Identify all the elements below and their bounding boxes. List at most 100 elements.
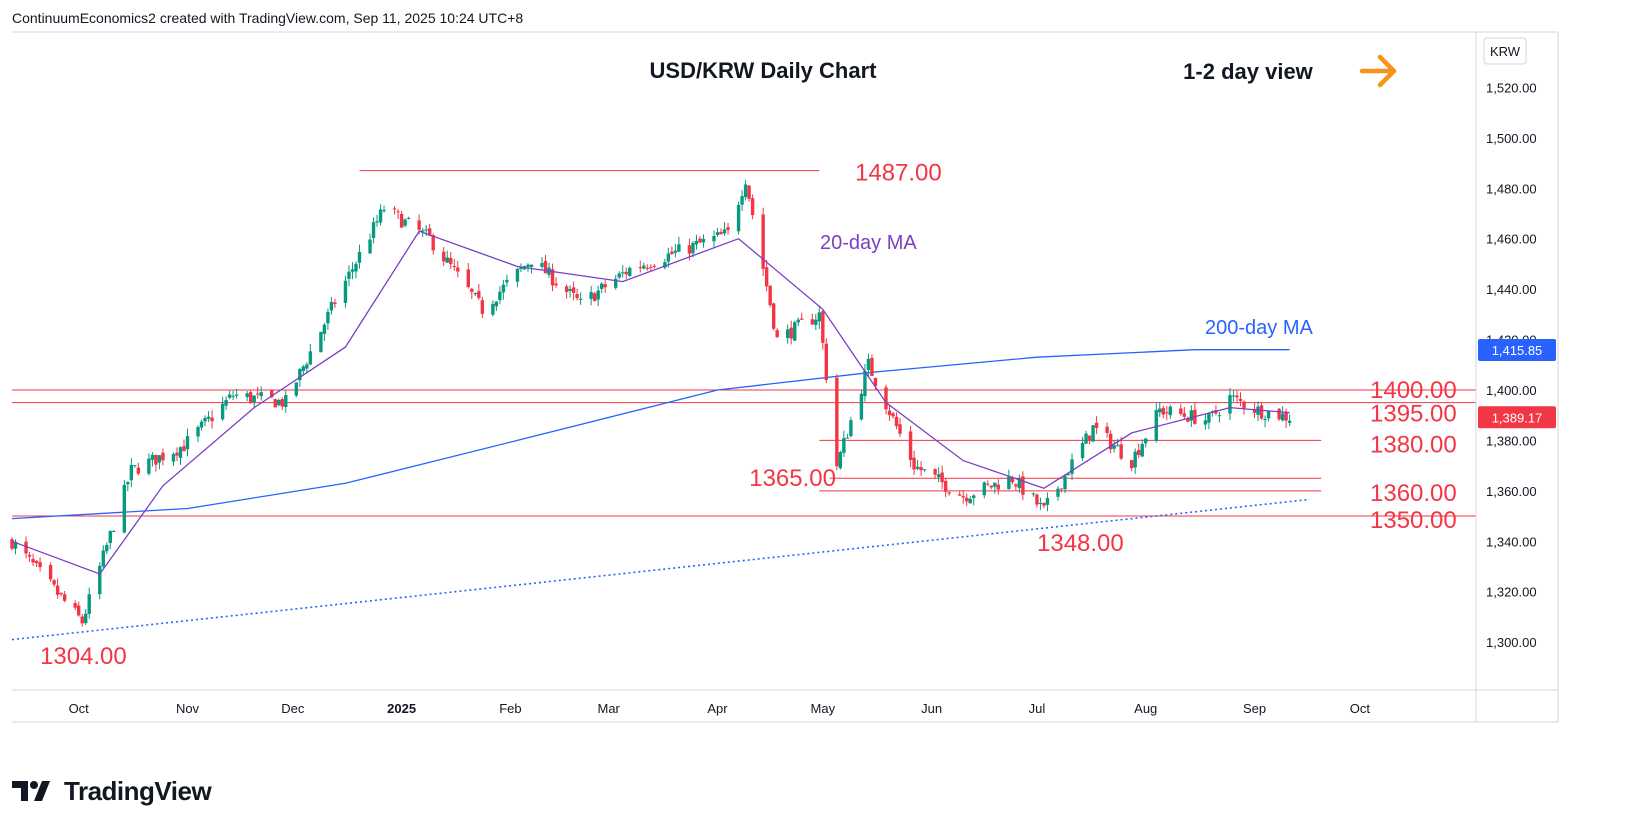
- candle[interactable]: [922, 469, 927, 472]
- candle[interactable]: [1021, 471, 1025, 501]
- candle[interactable]: [129, 458, 134, 488]
- candle[interactable]: [196, 425, 200, 442]
- candle[interactable]: [248, 389, 253, 404]
- candle[interactable]: [284, 390, 288, 413]
- candle[interactable]: [986, 480, 990, 487]
- candle[interactable]: [154, 454, 158, 472]
- candle[interactable]: [845, 433, 850, 439]
- candle[interactable]: [1238, 392, 1243, 407]
- candle[interactable]: [947, 491, 951, 496]
- candle[interactable]: [838, 450, 843, 470]
- candle[interactable]: [1112, 440, 1116, 453]
- candle[interactable]: [554, 277, 558, 288]
- candle[interactable]: [603, 280, 607, 293]
- candle[interactable]: [1080, 436, 1085, 462]
- candle[interactable]: [912, 450, 916, 475]
- candle[interactable]: [157, 454, 162, 470]
- candle[interactable]: [375, 214, 379, 227]
- candle[interactable]: [1263, 415, 1267, 428]
- candle[interactable]: [515, 268, 520, 288]
- candle[interactable]: [701, 234, 706, 248]
- candle[interactable]: [943, 478, 948, 498]
- candle[interactable]: [399, 210, 404, 228]
- candle[interactable]: [747, 185, 751, 202]
- candle[interactable]: [227, 390, 232, 400]
- candle[interactable]: [821, 310, 825, 350]
- candle[interactable]: [519, 263, 523, 272]
- candle[interactable]: [898, 417, 902, 437]
- candle[interactable]: [1203, 414, 1208, 430]
- candle[interactable]: [786, 324, 790, 344]
- candle[interactable]: [1066, 473, 1071, 476]
- candle[interactable]: [1189, 405, 1194, 427]
- candle[interactable]: [1144, 437, 1148, 448]
- candle[interactable]: [354, 261, 358, 279]
- candle[interactable]: [136, 462, 141, 476]
- candle[interactable]: [473, 292, 478, 297]
- candle[interactable]: [80, 613, 84, 627]
- candle[interactable]: [456, 260, 460, 278]
- candle[interactable]: [1087, 435, 1092, 445]
- candle[interactable]: [1186, 416, 1190, 423]
- candle[interactable]: [624, 267, 628, 280]
- candle[interactable]: [993, 482, 997, 494]
- candle[interactable]: [101, 545, 105, 569]
- candle[interactable]: [694, 234, 699, 250]
- candle[interactable]: [1256, 401, 1260, 422]
- candle[interactable]: [1038, 497, 1043, 510]
- candle[interactable]: [663, 258, 667, 270]
- candle[interactable]: [445, 250, 449, 264]
- candle[interactable]: [24, 536, 28, 559]
- candle[interactable]: [743, 179, 748, 201]
- candle[interactable]: [347, 265, 351, 287]
- candle[interactable]: [958, 491, 962, 496]
- candle[interactable]: [870, 354, 874, 376]
- candle[interactable]: [403, 218, 407, 228]
- candle[interactable]: [726, 222, 730, 235]
- candle[interactable]: [1158, 401, 1162, 418]
- candle[interactable]: [270, 389, 274, 399]
- candle[interactable]: [178, 446, 183, 465]
- candle[interactable]: [936, 467, 941, 483]
- candle[interactable]: [1280, 406, 1285, 422]
- candle[interactable]: [712, 230, 716, 249]
- candle[interactable]: [592, 291, 597, 302]
- candle[interactable]: [442, 247, 446, 267]
- candle[interactable]: [810, 313, 814, 326]
- candle[interactable]: [203, 415, 207, 427]
- candle[interactable]: [642, 262, 646, 270]
- candle[interactable]: [343, 275, 348, 308]
- candle[interactable]: [112, 529, 116, 533]
- candle[interactable]: [498, 286, 502, 304]
- candle[interactable]: [122, 479, 127, 534]
- candle[interactable]: [76, 601, 81, 617]
- candle[interactable]: [575, 288, 579, 301]
- candle[interactable]: [466, 262, 470, 289]
- candle[interactable]: [673, 243, 678, 258]
- candle[interactable]: [1119, 436, 1123, 461]
- candle[interactable]: [621, 265, 625, 278]
- candle[interactable]: [982, 481, 986, 499]
- candle[interactable]: [1042, 502, 1046, 509]
- candle[interactable]: [52, 579, 56, 587]
- candle[interactable]: [73, 600, 77, 611]
- candle[interactable]: [1193, 403, 1197, 425]
- candle[interactable]: [182, 439, 186, 452]
- candle[interactable]: [1266, 410, 1271, 422]
- candle[interactable]: [1154, 403, 1158, 443]
- candle[interactable]: [329, 296, 334, 315]
- candle[interactable]: [38, 557, 42, 572]
- candle[interactable]: [596, 285, 600, 306]
- candle[interactable]: [789, 320, 793, 345]
- candle[interactable]: [1129, 459, 1134, 472]
- candle[interactable]: [884, 384, 888, 415]
- candle[interactable]: [1031, 492, 1036, 497]
- candle[interactable]: [750, 194, 755, 220]
- candle[interactable]: [224, 396, 228, 410]
- candle[interactable]: [793, 320, 797, 341]
- candle[interactable]: [842, 430, 846, 457]
- candle[interactable]: [736, 201, 741, 235]
- candle[interactable]: [326, 308, 330, 330]
- candle[interactable]: [835, 374, 839, 471]
